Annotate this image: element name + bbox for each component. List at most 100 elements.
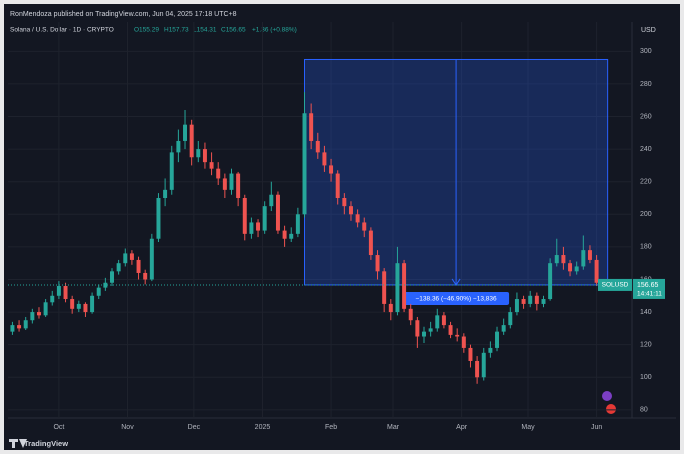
candle-body: [475, 360, 480, 378]
candle-body: [216, 168, 221, 179]
candle-body: [368, 230, 373, 256]
candle-body: [342, 198, 347, 207]
candle-body: [315, 140, 320, 153]
y-tick-label: 140: [640, 309, 652, 316]
y-tick-label: 80: [640, 407, 648, 414]
candle-body: [362, 222, 367, 231]
candle-body: [123, 253, 128, 264]
candle-body: [196, 149, 201, 158]
candle-body: [169, 152, 174, 190]
candle-body: [395, 263, 400, 313]
y-tick-label: 220: [640, 179, 652, 186]
change: +1.36 (+0.88%): [252, 27, 297, 34]
flag-icon[interactable]: [606, 404, 616, 414]
candle-body: [514, 299, 519, 313]
candle-body: [36, 312, 41, 316]
candle-body: [63, 286, 68, 300]
candle-body: [289, 233, 294, 239]
candle-body: [136, 259, 141, 273]
candle-body: [435, 315, 440, 329]
candle-body: [534, 295, 539, 304]
x-tick-label: Jun: [591, 424, 602, 431]
candle-body: [222, 178, 227, 190]
candle-body: [428, 328, 433, 332]
candle-body: [56, 286, 61, 296]
candle-body: [388, 303, 393, 313]
candle-body: [30, 312, 35, 321]
candle-body: [70, 299, 75, 309]
candle-body: [335, 173, 340, 198]
currency: USD: [641, 27, 656, 34]
candle-body: [262, 206, 267, 231]
candle-body: [468, 347, 473, 361]
x-tick-label: 2025: [255, 424, 271, 431]
candle-body: [269, 194, 274, 207]
brand: TradingView: [24, 439, 68, 448]
candle-body: [488, 347, 493, 353]
measure-arrowhead: [451, 278, 461, 286]
candle-body: [521, 299, 526, 304]
candle-body: [382, 271, 387, 304]
y-tick-label: 260: [640, 113, 652, 120]
x-tick-label: Nov: [121, 424, 134, 431]
candle-body: [402, 263, 407, 309]
candle-body: [183, 124, 188, 141]
candle-body: [209, 162, 214, 169]
x-tick-label: Feb: [325, 424, 337, 431]
candle-body: [249, 222, 254, 234]
candle-body: [202, 149, 207, 163]
candle-body: [508, 312, 513, 326]
event-icon[interactable]: [602, 391, 612, 401]
candle-body: [461, 336, 466, 348]
candle-body: [83, 303, 88, 313]
candle-body: [422, 331, 426, 337]
symbol: Solana / U.S. Dollar · 1D · CRYPTO: [10, 27, 114, 34]
candle-body: [110, 271, 114, 283]
measure-label-box: [403, 291, 510, 305]
y-tick-label: 100: [640, 374, 652, 381]
candle-body: [43, 302, 48, 316]
logo: [9, 439, 27, 448]
candle-body: [17, 325, 22, 329]
ohlc-low: L154.31: [193, 27, 217, 34]
candle-body: [76, 303, 81, 309]
candle-body: [408, 308, 413, 321]
y-tick-label: 200: [640, 211, 652, 218]
candle-body: [229, 173, 234, 190]
candle-body: [10, 325, 15, 332]
y-tick-label: 240: [640, 146, 652, 153]
candle-body: [256, 222, 261, 231]
chart-background: [4, 4, 680, 450]
candle-body: [415, 320, 420, 337]
candle-body: [455, 334, 460, 337]
candle-body: [149, 238, 154, 280]
ohlc-high: H157.73: [164, 27, 189, 34]
candle-body: [375, 255, 380, 272]
candle-body: [129, 253, 134, 260]
candle-body: [501, 325, 506, 332]
x-tick-label: Dec: [188, 424, 201, 431]
x-tick-label: Oct: [53, 424, 64, 431]
candle-body: [495, 331, 500, 348]
candle-body: [574, 266, 579, 272]
candle-body: [554, 255, 559, 264]
candle-body: [441, 315, 446, 326]
symbol-label: SOLUSD: [602, 282, 629, 289]
candle-body: [242, 198, 247, 234]
publisher: RonMendoza published on TradingView.com,…: [10, 11, 237, 18]
candle-body: [96, 287, 101, 296]
candle-body: [156, 198, 161, 239]
candle-body: [90, 295, 95, 313]
candle-body: [481, 352, 486, 378]
candle-body: [236, 173, 241, 198]
y-tick-label: 120: [640, 342, 652, 349]
candle-body: [581, 250, 586, 267]
y-tick-label: 300: [640, 48, 652, 55]
candle-body: [322, 152, 327, 166]
x-tick-label: Mar: [387, 424, 400, 431]
candle-body: [348, 206, 353, 215]
candle-body: [143, 272, 148, 280]
x-tick-label: May: [521, 424, 535, 431]
candle-body: [568, 263, 573, 272]
